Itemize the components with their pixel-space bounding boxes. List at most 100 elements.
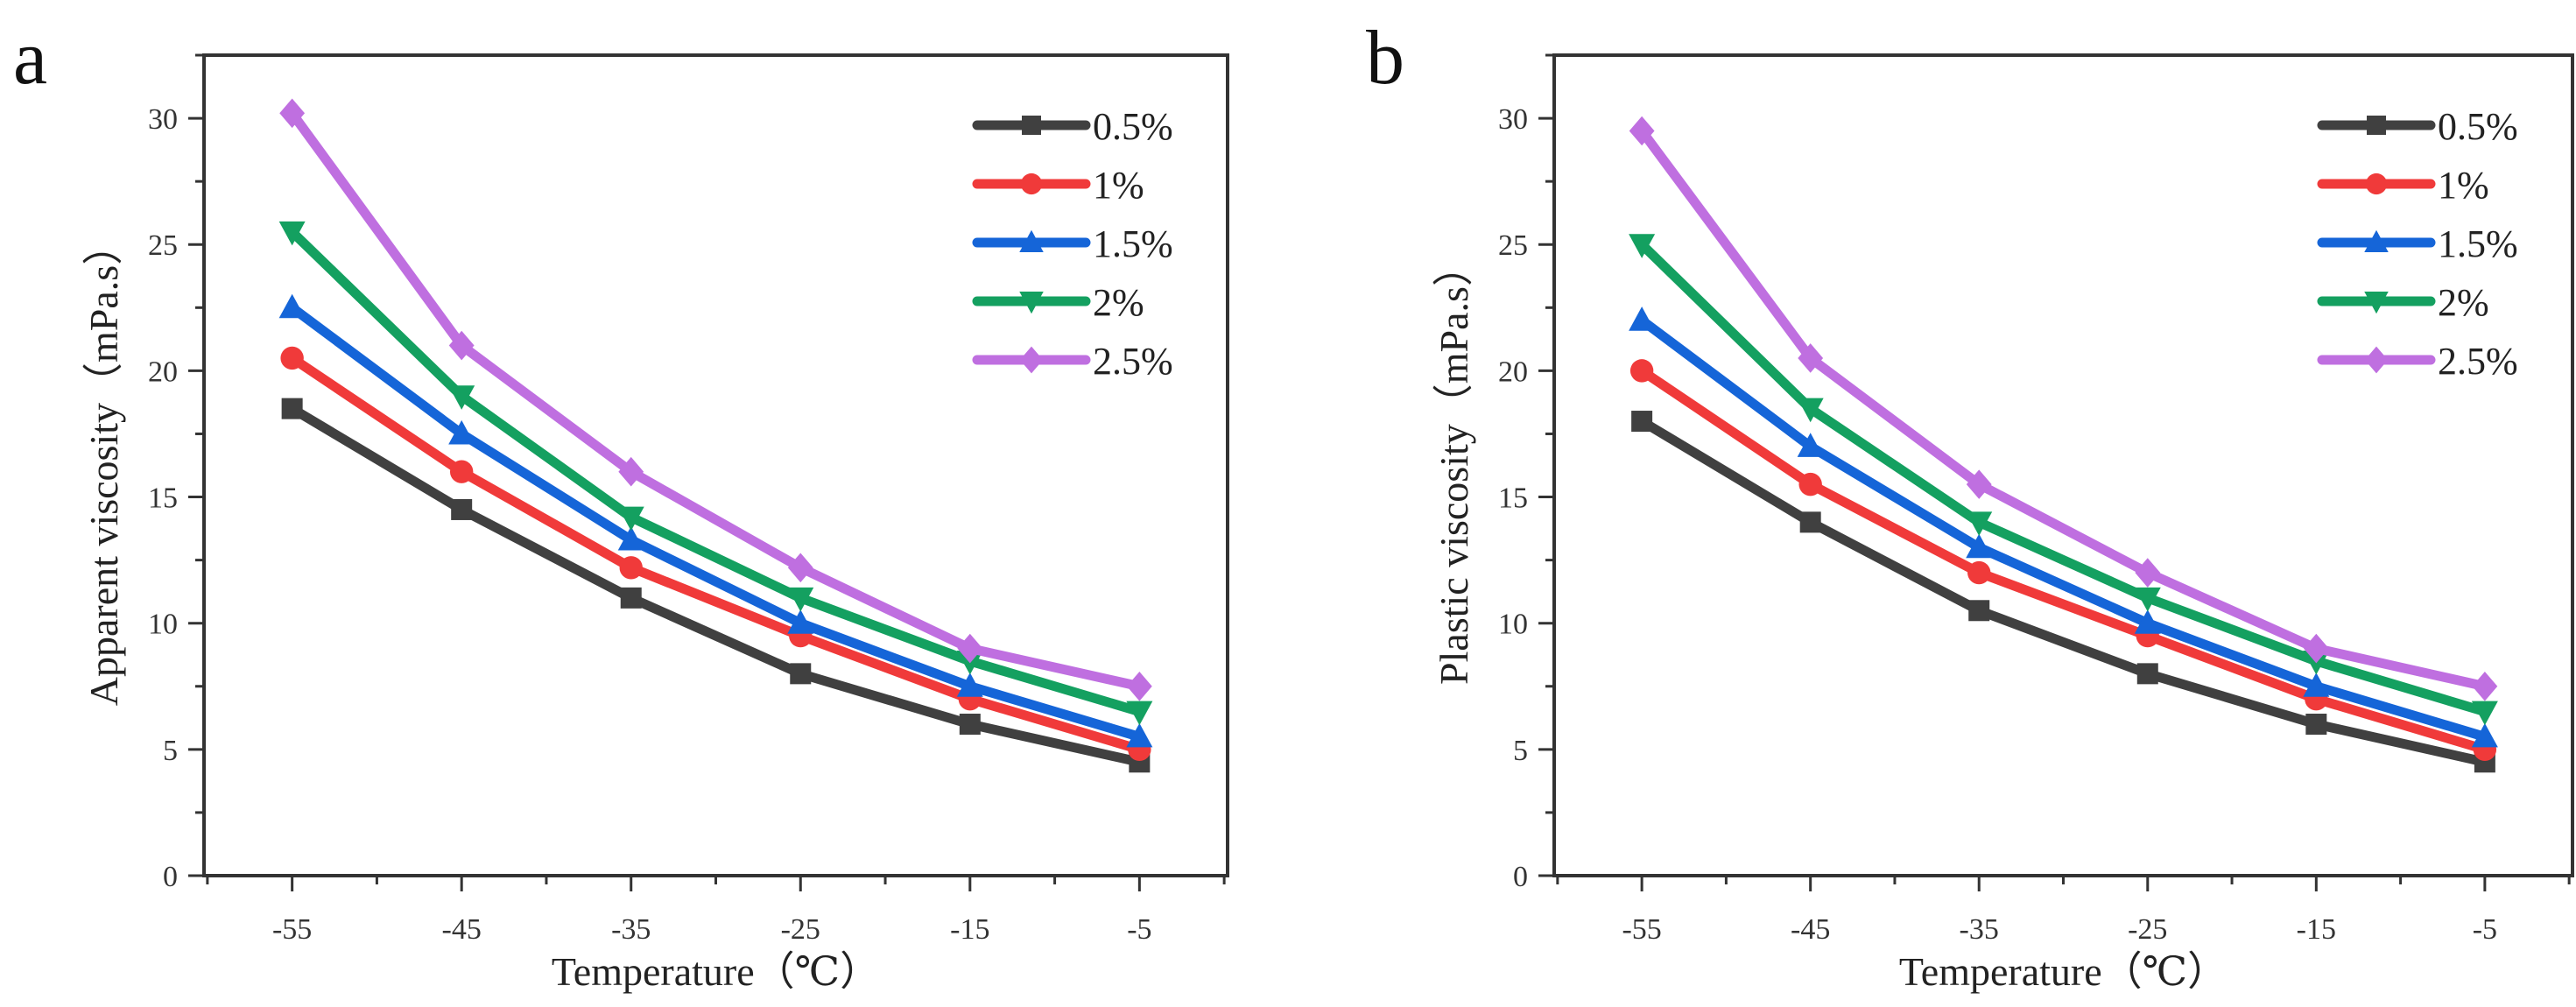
legend-item: 2.5% [972,340,1173,383]
data-point [278,221,306,246]
legend-label: 1% [1093,164,1144,207]
series-line [1637,128,2487,692]
chart-panel-b: b 0 5 10 15 20 25 30 -55 -45 -35 -25 -15 -5 Temperatur… [1366,16,2574,994]
x-tick-label: -25 [2128,913,2167,946]
series-2.5% [279,98,1152,701]
series-line [288,110,1141,692]
data-point [1968,600,1990,622]
legend-marker [1019,229,1044,252]
data-point [617,506,644,532]
legend-marker [2365,173,2388,195]
series-1.5% [278,293,1153,748]
data-point [1798,343,1824,373]
data-point [280,346,304,370]
data-point [1126,671,1152,701]
data-point [787,553,813,583]
data-point [1966,533,1993,559]
legend-label: 0.5% [1093,105,1173,148]
legend-label: 2.5% [1093,340,1173,383]
data-point [1126,701,1153,726]
series-1.5% [1629,306,2498,748]
legend-marker [1020,173,1043,195]
series-line [289,303,1141,742]
y-tick-label: 15 [1498,482,1528,515]
series-line [288,228,1141,716]
legend-label: 1% [2438,164,2489,207]
data-point [1629,116,1655,146]
y-tick-label: 20 [1498,356,1528,388]
data-point [278,293,306,319]
panel-label: b [1366,16,1404,101]
series-line [289,404,1141,767]
data-point [1966,511,1993,536]
y-tick-label: 30 [1498,103,1528,136]
legend-marker [1019,346,1044,374]
y-tick-label: 10 [148,609,178,641]
series-2.5% [1629,116,2498,701]
legend-item: 2% [2317,281,2489,324]
data-point [1631,411,1653,433]
legend: 0.5% 1% 1.5% 2% 2.5% [2317,105,2518,383]
x-tick-label: -45 [1791,913,1830,946]
legend-item: 1% [972,164,1144,207]
legend-item: 1% [2317,164,2489,207]
x-tick-label: -45 [442,913,482,946]
data-point [2134,609,2161,634]
y-axis-title: Plastic viscosity（mPa.s） [1432,246,1476,685]
plot-frame [202,53,1229,877]
series-line [1639,417,2487,767]
legend-label: 1.5% [2438,222,2518,265]
data-point [2305,714,2327,736]
legend-item: 0.5% [2317,105,2518,148]
y-tick-label: 15 [148,482,178,515]
series-0.5% [281,398,1151,773]
series-line [289,354,1141,755]
data-point [1799,511,1821,533]
legend-label: 2% [2438,281,2489,324]
data-point [279,98,306,129]
x-tick-label: -55 [1622,913,1661,946]
data-point [281,398,303,419]
series-line [1638,241,2487,716]
data-point [1629,234,1656,258]
legend-marker [2364,229,2389,252]
y-tick-label: 25 [148,229,178,262]
data-point [1798,472,1822,496]
x-tick-label: -35 [611,913,651,946]
legend-item: 2% [972,281,1144,324]
data-point [1966,469,1992,499]
data-point [790,663,812,685]
legend-label: 2.5% [2438,340,2518,383]
y-tick-label: 25 [1498,229,1528,262]
legend-marker [2364,292,2389,314]
data-point [618,456,644,487]
data-point [1629,359,1654,383]
data-point [959,714,981,736]
x-tick-label: -15 [2297,913,2336,946]
data-point [1967,560,1991,585]
data-point [619,556,643,580]
legend-marker [2367,116,2386,135]
data-point [2136,663,2158,685]
series-line [1638,316,2487,742]
data-point [2303,673,2330,697]
x-tick-label: -5 [1127,913,1151,946]
data-point [617,525,644,551]
data-point [2471,722,2498,748]
x-axis-title: Temperature（℃） [552,949,880,994]
data-point [956,673,983,697]
data-point [1797,398,1824,423]
data-point [2134,587,2161,612]
data-point [1797,433,1824,457]
y-tick-label: 0 [163,861,178,893]
x-tick-label: -35 [1960,913,1999,946]
legend-label: 1.5% [1093,222,1173,265]
data-point [2472,671,2498,701]
y-tick-label: 20 [148,356,178,388]
legend: 0.5% 1% 1.5% 2% 2.5% [972,105,1173,383]
series-2% [1629,234,2498,726]
data-point [451,498,473,520]
data-point [2135,558,2161,588]
data-point [448,330,475,361]
